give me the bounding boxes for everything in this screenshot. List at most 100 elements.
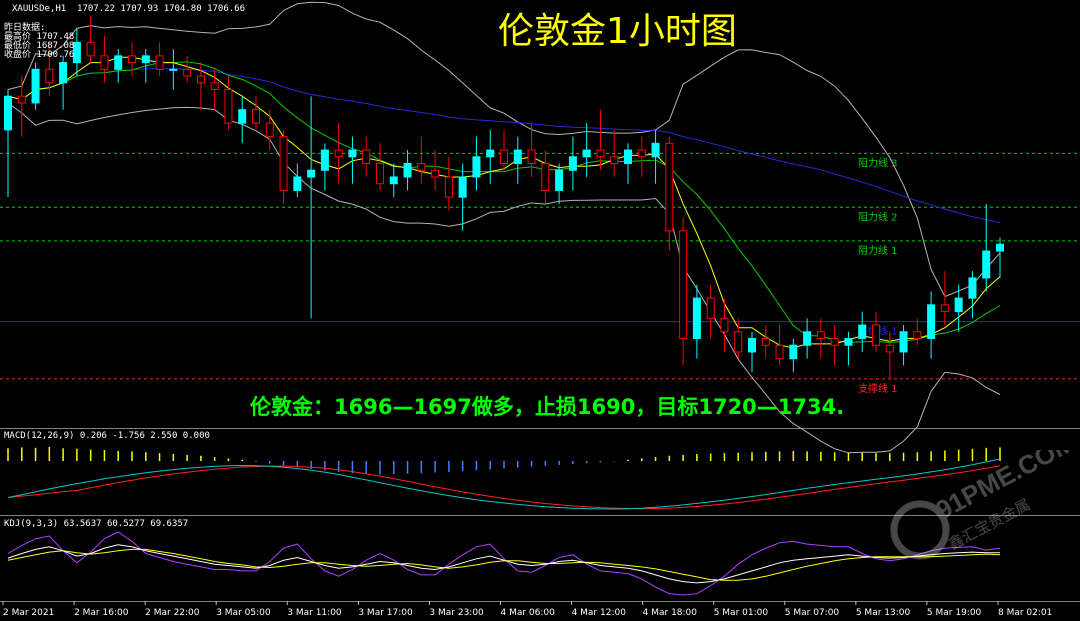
candle-body-68 [940, 304, 949, 313]
candle-body-51 [706, 297, 715, 319]
candle-body-53 [734, 331, 743, 353]
candle-body-37 [513, 149, 522, 165]
level-label-0: 阻力线 3 [858, 156, 898, 169]
candle-body-8 [114, 55, 123, 70]
level-label-4: 支撑线 1 [858, 382, 898, 395]
candle-body-36 [500, 149, 508, 165]
candle-body-41 [568, 156, 577, 171]
candle-body-50 [692, 297, 701, 340]
candle-body-24 [334, 149, 343, 158]
candle-body-45 [624, 149, 632, 165]
candle-body-56 [775, 344, 784, 360]
candle-body-72 [996, 243, 1004, 252]
candle-body-28 [389, 176, 398, 185]
candle-body-6 [86, 41, 95, 57]
candle-body-63 [872, 324, 880, 346]
candle-body-55 [761, 338, 770, 346]
candle-body-14 [196, 75, 205, 84]
candle-body-64 [885, 344, 894, 353]
candle-body-1 [17, 95, 26, 104]
candle-body-10 [141, 55, 150, 64]
candle-body-33 [458, 176, 467, 198]
symbol-header: XAUUSDe,H1 1707.22 1707.93 1704.80 1706.… [12, 4, 245, 14]
candle-body-34 [472, 156, 481, 178]
info-box-line-2: 最高价 1707.48 [4, 32, 75, 42]
candle-body-66 [913, 331, 922, 340]
candle-body-11 [155, 55, 164, 70]
candle-body-67 [927, 304, 936, 340]
candle-body-46 [637, 149, 646, 158]
time-tick-label-5: 3 Mar 17:00 [358, 608, 413, 618]
kdj-label: KDJ(9,3,3) 63.5637 60.5277 69.6357 [4, 519, 189, 529]
candle-body-7 [100, 55, 109, 70]
candle-body-65 [899, 331, 908, 353]
candle-body-29 [403, 163, 412, 178]
chart-title: 伦敦金1小时图 [498, 11, 737, 52]
candle-body-12 [169, 68, 178, 71]
time-tick-label-8: 4 Mar 12:00 [572, 608, 627, 618]
candle-body-25 [348, 149, 357, 158]
candle-body-13 [183, 68, 192, 77]
time-tick-label-12: 5 Mar 13:00 [856, 608, 911, 618]
candle-body-38 [527, 149, 536, 165]
time-tick-label-11: 5 Mar 07:00 [785, 608, 840, 618]
kdj-d-line [7, 548, 1001, 581]
time-tick-label-0: 2 Mar 2021 [3, 608, 54, 618]
candle-body-19 [265, 122, 274, 138]
candle-body-48 [665, 142, 674, 232]
bollinger-upper [7, 1, 1001, 298]
time-tick-label-10: 5 Mar 01:00 [714, 608, 769, 618]
time-tick-label-9: 4 Mar 18:00 [643, 608, 698, 618]
candle-body-61 [844, 338, 853, 346]
candle-body-58 [803, 331, 812, 346]
candle-body-49 [679, 230, 688, 340]
candle-body-71 [982, 250, 991, 279]
candle-body-43 [596, 149, 605, 158]
candle-body-39 [541, 163, 550, 191]
time-tick-label-13: 5 Mar 19:00 [927, 608, 982, 618]
candle-body-2 [31, 68, 40, 104]
candle-body-5 [72, 41, 81, 64]
candle-body-15 [210, 82, 219, 90]
candle-body-32 [444, 176, 453, 198]
macd-label: MACD(12,26,9) 0.206 -1.756 2.550 0.000 [4, 431, 210, 441]
time-tick-label-1: 2 Mar 16:00 [74, 608, 129, 618]
time-tick-label-4: 3 Mar 11:00 [287, 608, 342, 618]
candle-body-26 [362, 149, 371, 165]
candle-body-69 [954, 297, 963, 313]
candle-body-20 [279, 136, 288, 191]
candle-body-16 [224, 88, 233, 124]
info-box-line-1: 昨日数据: [4, 23, 46, 33]
candle-body-21 [293, 176, 302, 191]
candle-body-3 [45, 68, 54, 84]
time-tick-label-6: 3 Mar 23:00 [429, 608, 484, 618]
candle-body-17 [238, 109, 247, 124]
candle-body-22 [307, 169, 316, 178]
candle-body-59 [816, 331, 825, 340]
macd-signal-line [7, 465, 1001, 510]
candle-body-52 [720, 317, 729, 333]
kdj-j-line [7, 531, 1001, 596]
info-box-line-4: 收盘价 1700.76 [4, 50, 75, 60]
candle-body-60 [830, 338, 839, 346]
kdj-panel [7, 531, 1001, 596]
candle-body-0 [4, 95, 12, 131]
candle-body-40 [555, 169, 564, 191]
candle-body-70 [968, 277, 977, 299]
candle-body-54 [748, 338, 756, 353]
candle-body-62 [858, 324, 867, 340]
macd-panel [7, 447, 1001, 510]
watermark-logo: 91PME.COM 鑫汇宝贵金属 [890, 450, 1070, 560]
candle-body-27 [376, 163, 384, 185]
candle-body-44 [610, 156, 619, 165]
candle-body-4 [59, 62, 68, 84]
time-tick-label-7: 4 Mar 06:00 [501, 608, 556, 618]
candle-body-35 [486, 149, 495, 158]
time-tick-label-2: 2 Mar 22:00 [145, 608, 200, 618]
candle-body-42 [582, 149, 591, 158]
info-box-line-3: 最低价 1687.08 [4, 41, 75, 51]
time-tick-label-3: 3 Mar 05:00 [216, 608, 271, 618]
candle-body-30 [417, 163, 426, 171]
